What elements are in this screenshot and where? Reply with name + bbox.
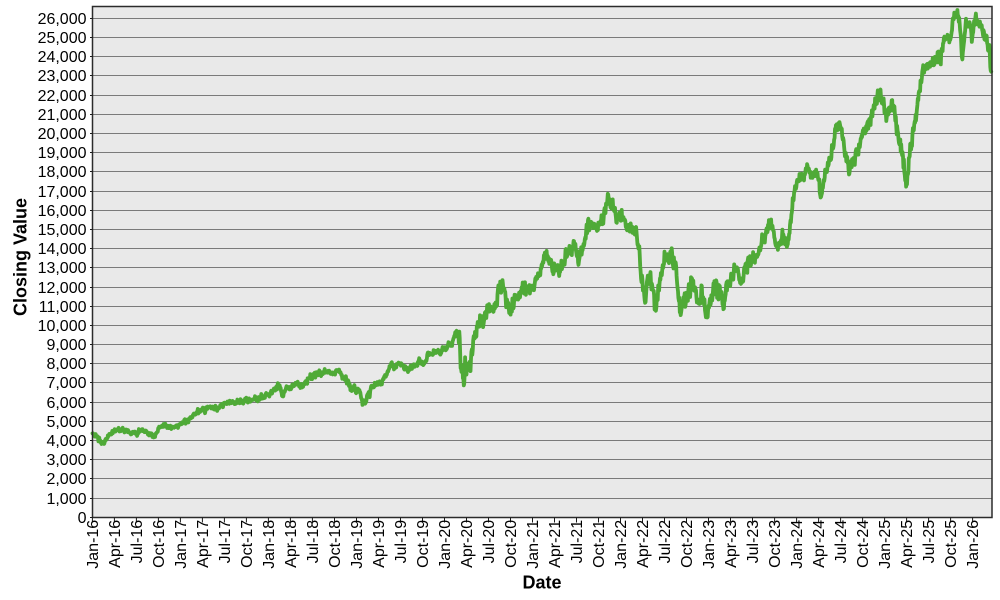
svg-text:17,000: 17,000 <box>38 184 87 201</box>
svg-text:Oct-19: Oct-19 <box>415 520 432 568</box>
svg-text:Apr-17: Apr-17 <box>195 520 212 568</box>
svg-text:9,000: 9,000 <box>46 337 86 354</box>
svg-text:Oct-20: Oct-20 <box>503 520 520 568</box>
svg-text:Oct-16: Oct-16 <box>151 520 168 568</box>
svg-text:Jan-26: Jan-26 <box>965 520 982 569</box>
svg-text:3,000: 3,000 <box>46 452 86 469</box>
svg-text:Apr-21: Apr-21 <box>547 520 564 568</box>
svg-text:16,000: 16,000 <box>38 203 87 220</box>
svg-text:Jul-19: Jul-19 <box>393 520 410 564</box>
svg-text:4,000: 4,000 <box>46 433 86 450</box>
svg-text:Apr-20: Apr-20 <box>459 520 476 568</box>
svg-text:Apr-18: Apr-18 <box>283 520 300 568</box>
svg-text:2,000: 2,000 <box>46 471 86 488</box>
svg-text:Jan-18: Jan-18 <box>261 520 278 569</box>
svg-text:22,000: 22,000 <box>38 88 87 105</box>
svg-text:Date: Date <box>522 573 561 593</box>
svg-text:Jan-19: Jan-19 <box>349 520 366 569</box>
svg-text:Oct-22: Oct-22 <box>679 520 696 568</box>
svg-text:5,000: 5,000 <box>46 414 86 431</box>
svg-text:25,000: 25,000 <box>38 30 87 47</box>
svg-text:26,000: 26,000 <box>38 11 87 28</box>
svg-text:18,000: 18,000 <box>38 164 87 181</box>
svg-text:20,000: 20,000 <box>38 126 87 143</box>
svg-text:7,000: 7,000 <box>46 375 86 392</box>
svg-text:21,000: 21,000 <box>38 107 87 124</box>
svg-text:Oct-24: Oct-24 <box>855 520 872 568</box>
svg-text:Jul-16: Jul-16 <box>129 520 146 564</box>
svg-text:Apr-24: Apr-24 <box>811 520 828 568</box>
svg-text:Jul-17: Jul-17 <box>217 520 234 564</box>
svg-text:Jan-20: Jan-20 <box>437 520 454 569</box>
svg-text:Oct-23: Oct-23 <box>767 520 784 568</box>
svg-text:8,000: 8,000 <box>46 356 86 373</box>
svg-text:Closing Value: Closing Value <box>11 198 31 316</box>
svg-text:11,000: 11,000 <box>39 299 87 316</box>
svg-text:1,000: 1,000 <box>46 491 86 508</box>
svg-text:10,000: 10,000 <box>38 318 87 335</box>
svg-text:Apr-16: Apr-16 <box>107 520 124 568</box>
svg-text:Jul-24: Jul-24 <box>833 520 850 564</box>
svg-text:Jul-18: Jul-18 <box>305 520 322 564</box>
svg-text:Oct-18: Oct-18 <box>327 520 344 568</box>
svg-text:Apr-25: Apr-25 <box>899 520 916 568</box>
svg-text:23,000: 23,000 <box>38 68 87 85</box>
svg-text:Jan-24: Jan-24 <box>789 520 806 569</box>
svg-text:12,000: 12,000 <box>38 280 87 297</box>
svg-text:Jan-23: Jan-23 <box>701 520 718 569</box>
svg-text:6,000: 6,000 <box>46 395 86 412</box>
svg-text:Oct-17: Oct-17 <box>239 520 256 568</box>
svg-text:14,000: 14,000 <box>38 241 87 258</box>
svg-text:0: 0 <box>78 510 87 527</box>
svg-text:Apr-19: Apr-19 <box>371 520 388 568</box>
svg-text:Apr-22: Apr-22 <box>635 520 652 568</box>
svg-text:13,000: 13,000 <box>38 260 87 277</box>
svg-text:Jan-21: Jan-21 <box>525 520 542 569</box>
svg-text:15,000: 15,000 <box>38 222 87 239</box>
svg-text:Oct-21: Oct-21 <box>591 520 608 568</box>
svg-text:Jan-22: Jan-22 <box>613 520 630 569</box>
svg-text:Jul-25: Jul-25 <box>921 520 938 564</box>
svg-text:Jul-20: Jul-20 <box>481 520 498 564</box>
svg-text:Jan-16: Jan-16 <box>85 520 102 569</box>
svg-text:Jul-23: Jul-23 <box>745 520 762 564</box>
svg-text:24,000: 24,000 <box>38 49 87 66</box>
svg-text:Oct-25: Oct-25 <box>943 520 960 568</box>
svg-text:Jul-21: Jul-21 <box>569 520 586 564</box>
svg-text:Apr-23: Apr-23 <box>723 520 740 568</box>
svg-text:Jan-17: Jan-17 <box>173 520 190 569</box>
svg-text:19,000: 19,000 <box>38 145 87 162</box>
svg-text:Jul-22: Jul-22 <box>657 520 674 564</box>
svg-text:Jan-25: Jan-25 <box>877 520 894 569</box>
